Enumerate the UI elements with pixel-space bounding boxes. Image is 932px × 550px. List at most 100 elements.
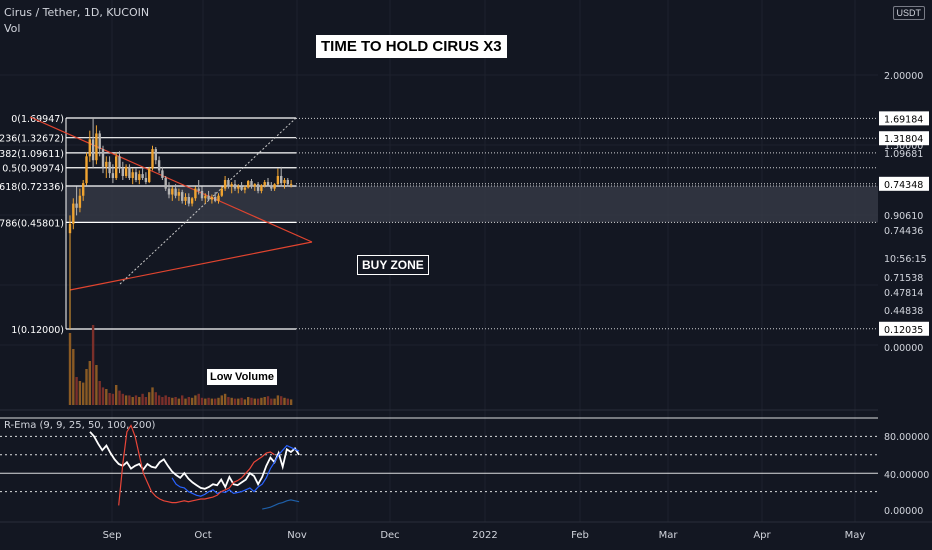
volume-bar [283,397,286,405]
volume-bar [167,397,171,405]
candle-body [161,170,164,178]
price-tick-label: 0.74436 [884,226,923,237]
candle-body [85,156,88,184]
candle-body [164,177,167,189]
volume-bar [190,397,194,405]
candle-body [151,149,154,169]
fib-retracement[interactable]: 0(1.69947) 0.236(1.32672) 0.382(1.09611) 0.… [0,114,878,336]
volume-bar [95,365,98,405]
candle-body [68,223,72,234]
volume-bar [280,396,283,405]
volume-bar [276,395,280,405]
volume-bar [227,397,230,405]
candle-body [131,172,134,178]
candle-body [157,160,161,171]
candle-body [237,186,240,189]
candle-body [250,181,253,187]
volume-bar [88,361,91,405]
time-axis[interactable]: Sep Oct Nov Dec 2022 Feb Mar Apr May [0,521,932,541]
volume-bar [82,382,85,405]
rema-pane: R-Ema (9, 9, 25, 50, 100, 200) [0,409,878,510]
volume-bar [105,389,108,405]
candle-body [98,133,101,150]
price-tick-label: 0.47814 [884,288,923,299]
time-tick-label: Mar [659,530,679,541]
low-volume-label[interactable]: Low Volume [207,369,277,385]
rema-series-line [262,499,300,510]
volume-bar [210,398,214,405]
volume-bar [247,397,250,405]
volume-bar [270,398,273,405]
price-tag-label: 10:56:15 [884,254,927,265]
volume-bar [91,325,95,405]
fib-level-label: 0(1.69947) [11,114,64,125]
volume-bar [266,396,270,405]
trend-drawings[interactable] [29,116,313,291]
volume-bar [263,397,266,405]
fib-level-label: 0.382(1.09611) [0,149,64,160]
buy-zone-area [66,186,878,223]
price-axis[interactable]: 2.00000 1.50000 0.90610 0.74436 0.71538 0.478… [878,0,932,522]
volume-bar [128,395,131,405]
volume-bar [230,397,233,405]
volume-bar [164,395,167,405]
volume-bar [177,398,181,405]
title-annotation[interactable]: TIME TO HOLD CIRUS X3 [316,35,507,58]
volume-bar [171,397,174,405]
price-tick-label: 2.00000 [884,71,923,82]
time-tick-label: May [845,530,866,541]
volume-bar [223,393,227,405]
fib-level-label: 0.786(0.45801) [0,218,64,229]
time-tick-label: Dec [380,530,399,541]
symbol-header[interactable]: Cirus / Tether, 1D, KUCOIN [4,6,150,19]
volume-bars [68,325,293,405]
candle-body [233,184,237,189]
time-tick-label: Sep [103,530,122,541]
candle-body [184,196,187,201]
candle-body [138,174,141,180]
candle-body [82,183,85,196]
candle-body [190,198,194,204]
candle-body [75,203,78,208]
volume-bar [181,395,184,405]
candle-body [181,192,184,201]
volume-bar [194,395,197,405]
candle-body [227,179,230,187]
volume-bar [72,349,75,405]
volume-legend[interactable]: Vol [4,22,21,35]
candle-body [111,173,115,178]
buy-zone-label[interactable]: BUY ZONE [357,255,429,275]
candle-body [220,188,223,196]
candle-body [256,184,260,191]
volume-bar [75,377,78,405]
fib-level-label: 1(0.12000) [11,325,64,336]
price-tag-box [879,176,929,191]
candle-body [266,182,270,186]
candle-body [95,133,98,161]
fib-level-label: 0.618(0.72336) [0,182,64,193]
volume-bar [289,399,293,405]
volume-bar [157,395,161,405]
rema-series-line [171,444,300,497]
volume-bar [260,397,263,405]
rema-tick-label: 0.00000 [884,506,923,517]
candle-body [118,156,121,169]
volume-bar [286,398,289,405]
volume-bar [101,387,105,405]
candle-body [154,149,157,161]
currency-badge[interactable]: USDT [892,6,925,20]
rema-tick-label: 40.00000 [884,470,929,481]
candle-body [280,176,283,184]
rema-tick-label: 80.00000 [884,432,929,443]
candle-body [72,203,75,224]
price-tick-label: 1.50000 [884,141,923,152]
candle-body [253,184,256,187]
time-tick-label: Oct [194,530,211,541]
candle-body [134,172,138,180]
candle-body [124,166,128,177]
price-tag-box [879,321,929,336]
rema-title: R-Ema (9, 9, 25, 50, 100, 200) [4,420,156,431]
volume-bar [161,397,164,405]
